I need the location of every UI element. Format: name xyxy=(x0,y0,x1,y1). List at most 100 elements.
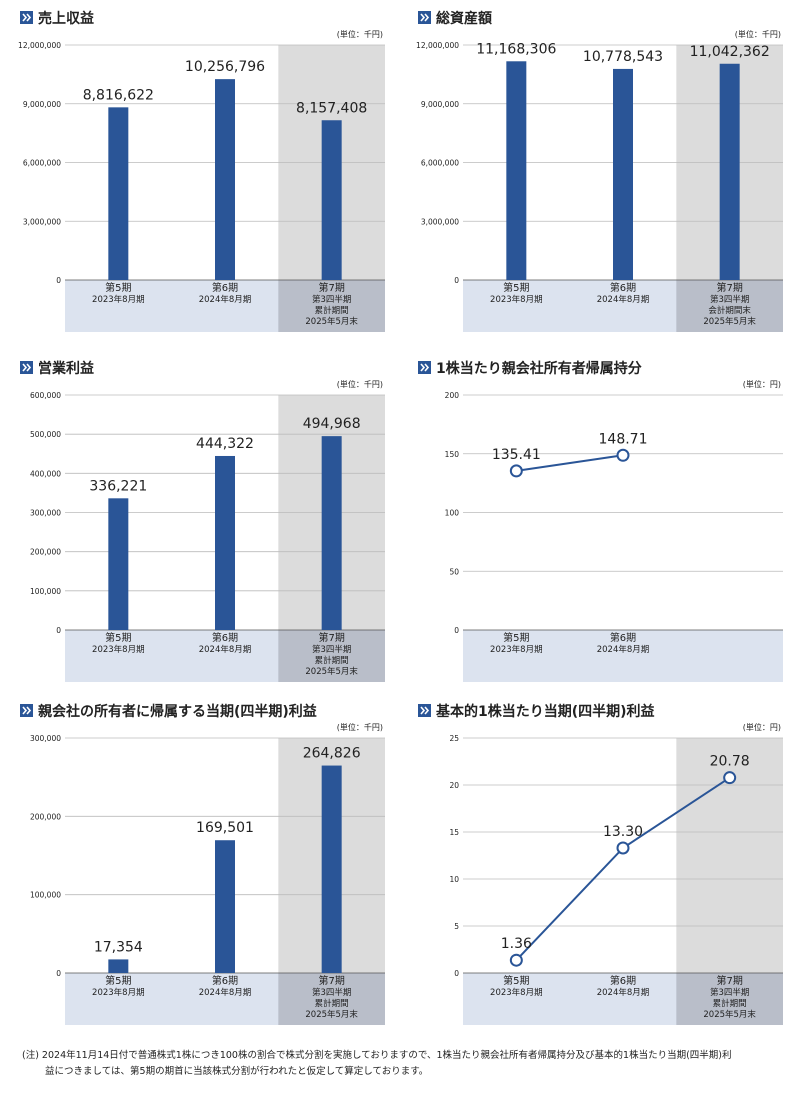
y-tick-label: 3,000,000 xyxy=(421,217,459,226)
point xyxy=(616,448,630,462)
y-tick-label: 0 xyxy=(56,626,61,635)
unit-label: (単位：千円) xyxy=(735,29,781,39)
x-tick-label: 累計期間 xyxy=(315,655,349,666)
footnote: (注) 2024年11月14日付で普通株式1株につき100株の割合で株式分割を実… xyxy=(22,1049,732,1061)
x-tick-label: 2024年8月期 xyxy=(597,987,650,998)
value-label: 264,826 xyxy=(303,746,361,762)
value-label: 444,322 xyxy=(196,436,254,452)
x-tick-label: 2024年8月期 xyxy=(199,294,252,305)
x-tick-label: 第5期 xyxy=(503,281,529,294)
x-tick-label: 2023年8月期 xyxy=(490,987,543,998)
value-label: 8,816,622 xyxy=(83,87,154,103)
unit-label: (単位：円) xyxy=(743,379,781,389)
value-label: 11,042,362 xyxy=(690,44,770,60)
x-tick-label: 2024年8月期 xyxy=(199,987,252,998)
bar xyxy=(108,959,129,973)
highlight-label-band xyxy=(676,973,783,1025)
y-tick-label: 300,000 xyxy=(30,509,61,518)
bar xyxy=(108,107,129,280)
x-tick-label: 第7期 xyxy=(318,631,344,644)
y-tick-label: 400,000 xyxy=(30,469,61,478)
bar xyxy=(613,68,633,280)
y-tick-label: 20 xyxy=(449,781,459,790)
chart-title: 営業利益 xyxy=(38,360,94,377)
value-label: 148.71 xyxy=(599,431,648,447)
x-tick-label: 第3四半期 xyxy=(312,294,351,305)
y-tick-label: 0 xyxy=(454,969,459,978)
title-icon-arrow xyxy=(420,13,430,22)
y-tick-label: 500,000 xyxy=(30,430,61,439)
value-label: 10,256,796 xyxy=(185,59,265,75)
x-tick-label: 第3四半期 xyxy=(710,294,749,305)
y-tick-label: 25 xyxy=(449,734,459,743)
y-tick-label: 12,000,000 xyxy=(416,41,459,50)
value-label: 17,354 xyxy=(94,939,143,955)
highlight-label-band xyxy=(278,973,385,1025)
bar xyxy=(215,455,235,630)
value-label: 336,221 xyxy=(89,478,147,494)
unit-label: (単位：千円) xyxy=(337,379,383,389)
y-tick-label: 9,000,000 xyxy=(23,100,61,109)
x-tick-label: 第3四半期 xyxy=(312,644,351,655)
value-label: 20.78 xyxy=(710,754,750,770)
x-tick-label: 第3四半期 xyxy=(710,987,749,998)
x-tick-label: 2025年5月末 xyxy=(703,316,756,327)
x-tick-label: 2024年8月期 xyxy=(597,644,650,655)
x-tick-label: 第7期 xyxy=(318,281,344,294)
x-tick-label: 第5期 xyxy=(503,631,529,644)
bar xyxy=(321,120,342,280)
chart-title: 親会社の所有者に帰属する当期(四半期)利益 xyxy=(38,703,317,720)
y-tick-label: 6,000,000 xyxy=(23,159,61,168)
point xyxy=(509,464,523,478)
y-tick-label: 300,000 xyxy=(30,734,61,743)
value-label: 13.30 xyxy=(603,824,643,840)
y-tick-label: 200 xyxy=(445,391,460,400)
x-tick-label: 累計期間 xyxy=(315,305,349,316)
category-band xyxy=(463,630,783,682)
bar xyxy=(215,840,235,973)
x-tick-label: 第6期 xyxy=(212,631,238,644)
value-label: 169,501 xyxy=(196,820,254,836)
y-tick-label: 150 xyxy=(445,450,460,459)
chart-title: 売上収益 xyxy=(38,10,94,27)
title-icon-arrow xyxy=(420,706,430,715)
highlight-label-band xyxy=(278,280,385,332)
value-label: 135.41 xyxy=(492,447,541,463)
y-tick-label: 200,000 xyxy=(30,548,61,557)
y-tick-label: 600,000 xyxy=(30,391,61,400)
unit-label: (単位：円) xyxy=(743,722,781,732)
x-tick-label: 2024年8月期 xyxy=(199,644,252,655)
x-tick-label: 2025年5月末 xyxy=(305,666,358,677)
x-tick-label: 2025年5月末 xyxy=(305,316,358,327)
x-tick-label: 2025年5月末 xyxy=(703,1009,756,1020)
value-label: 494,968 xyxy=(303,416,361,432)
x-tick-label: 会計期間末 xyxy=(708,305,751,316)
x-tick-label: 第6期 xyxy=(610,631,636,644)
x-tick-label: 第3四半期 xyxy=(312,987,351,998)
y-tick-label: 10 xyxy=(449,875,459,884)
x-tick-label: 2023年8月期 xyxy=(490,644,543,655)
bar xyxy=(321,765,342,973)
x-tick-label: 第5期 xyxy=(105,281,131,294)
y-tick-label: 100 xyxy=(445,509,460,518)
chart-title: 総資産額 xyxy=(436,10,492,27)
x-tick-label: 第5期 xyxy=(503,974,529,987)
y-tick-label: 6,000,000 xyxy=(421,159,459,168)
x-tick-label: 第7期 xyxy=(716,281,742,294)
y-tick-label: 200,000 xyxy=(30,812,61,821)
x-tick-label: 第6期 xyxy=(610,974,636,987)
y-tick-label: 15 xyxy=(449,828,459,837)
chart-title: 基本的1株当たり当期(四半期)利益 xyxy=(436,703,655,720)
y-tick-label: 100,000 xyxy=(30,587,61,596)
x-tick-label: 2023年8月期 xyxy=(92,644,145,655)
highlight-label-band xyxy=(676,280,783,332)
y-tick-label: 0 xyxy=(56,969,61,978)
y-tick-label: 50 xyxy=(449,567,459,576)
x-tick-label: 第6期 xyxy=(212,281,238,294)
unit-label: (単位：千円) xyxy=(337,722,383,732)
y-tick-label: 12,000,000 xyxy=(18,41,61,50)
y-tick-label: 0 xyxy=(454,626,459,635)
value-label: 10,778,543 xyxy=(583,49,663,65)
chart-title: 1株当たり親会社所有者帰属持分 xyxy=(436,360,642,377)
